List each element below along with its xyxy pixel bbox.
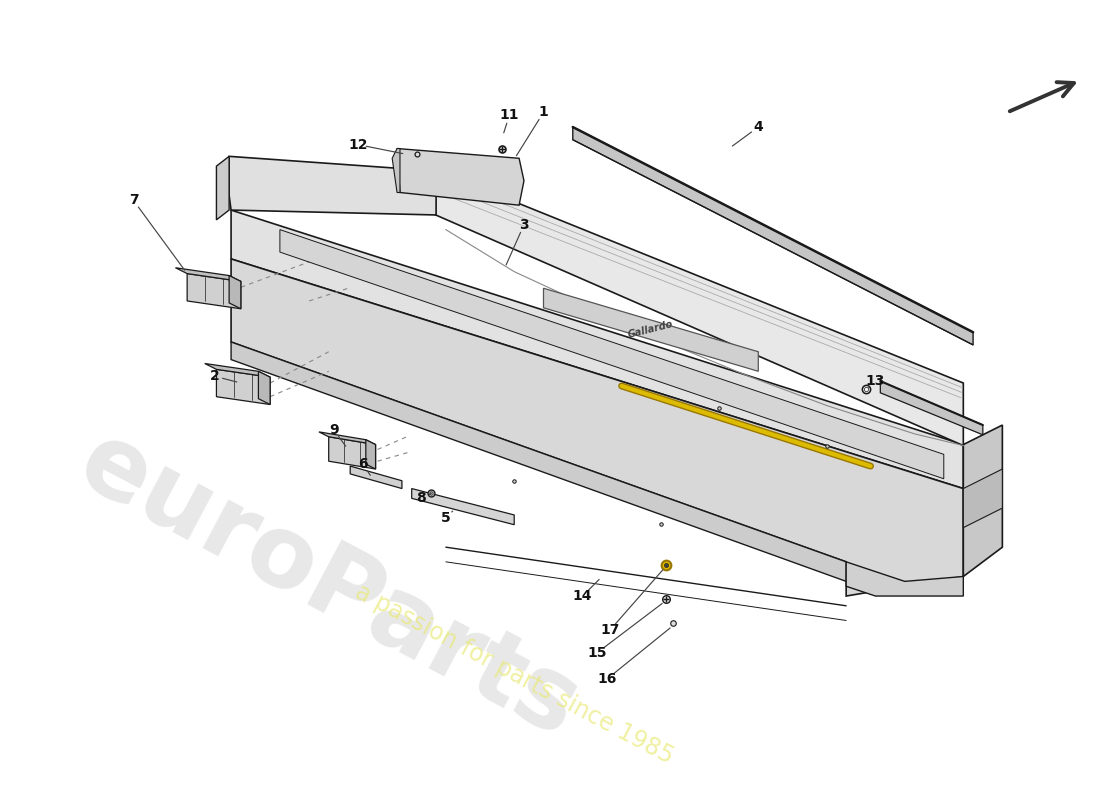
Text: 4: 4 [754, 120, 763, 134]
Polygon shape [175, 268, 241, 282]
Polygon shape [229, 156, 436, 215]
Polygon shape [393, 149, 400, 193]
Text: 15: 15 [587, 646, 607, 660]
Polygon shape [258, 371, 271, 405]
Polygon shape [397, 149, 524, 205]
Text: 6: 6 [359, 457, 367, 471]
Text: 16: 16 [597, 672, 617, 686]
Polygon shape [366, 440, 375, 469]
Polygon shape [279, 230, 944, 478]
Polygon shape [431, 168, 964, 446]
Polygon shape [880, 381, 982, 435]
Polygon shape [964, 469, 1002, 528]
Polygon shape [231, 210, 964, 489]
Polygon shape [543, 288, 758, 371]
Polygon shape [319, 432, 375, 445]
Text: 12: 12 [349, 138, 367, 152]
Text: 1: 1 [539, 106, 549, 119]
Polygon shape [187, 274, 241, 309]
Polygon shape [217, 156, 229, 220]
Text: 7: 7 [129, 194, 139, 207]
Polygon shape [573, 127, 974, 345]
Polygon shape [964, 425, 1002, 577]
Text: 5: 5 [441, 511, 451, 525]
Text: euroParts: euroParts [63, 414, 595, 758]
Text: 13: 13 [866, 374, 886, 388]
Polygon shape [231, 342, 846, 582]
Text: a passion for parts since 1985: a passion for parts since 1985 [351, 580, 678, 769]
Text: 9: 9 [329, 423, 339, 437]
Text: Gallardo: Gallardo [627, 319, 674, 340]
Text: 8: 8 [417, 491, 427, 506]
Polygon shape [229, 275, 241, 309]
Polygon shape [329, 437, 375, 469]
Text: 14: 14 [573, 589, 592, 603]
Polygon shape [217, 370, 271, 405]
Polygon shape [411, 489, 514, 525]
Polygon shape [350, 466, 402, 489]
Polygon shape [231, 259, 964, 596]
Text: 3: 3 [519, 218, 529, 232]
Text: 17: 17 [601, 623, 619, 638]
Text: 11: 11 [499, 108, 519, 122]
Polygon shape [205, 363, 271, 377]
Polygon shape [846, 562, 964, 596]
Text: 2: 2 [210, 369, 219, 383]
